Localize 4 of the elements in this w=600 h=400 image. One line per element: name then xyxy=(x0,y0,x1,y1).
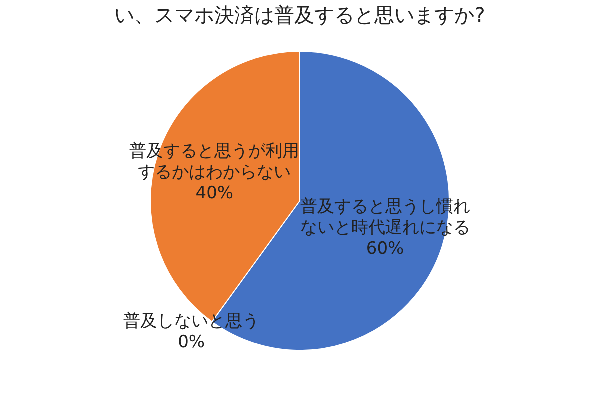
chart-title: い、スマホ決済は普及すると思いますか? xyxy=(114,2,486,29)
data-label: 40% xyxy=(196,184,234,204)
data-label: 60% xyxy=(366,239,404,260)
text: 0% xyxy=(178,332,206,352)
